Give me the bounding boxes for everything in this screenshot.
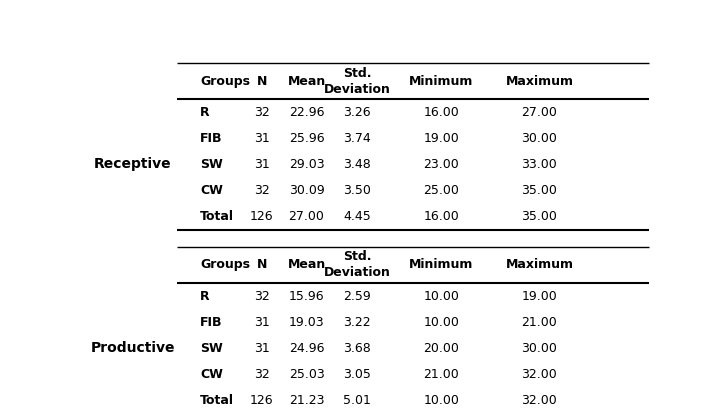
Text: 21.00: 21.00 bbox=[424, 368, 459, 381]
Text: 15.96: 15.96 bbox=[289, 290, 324, 303]
Text: FIB: FIB bbox=[200, 132, 222, 145]
Text: Productive: Productive bbox=[90, 341, 174, 355]
Text: R: R bbox=[200, 106, 209, 119]
Text: 3.50: 3.50 bbox=[343, 184, 371, 197]
Text: 4.45: 4.45 bbox=[343, 210, 371, 223]
Text: 33.00: 33.00 bbox=[521, 158, 557, 171]
Text: 3.05: 3.05 bbox=[343, 368, 371, 381]
Text: 35.00: 35.00 bbox=[521, 210, 557, 223]
Text: FIB: FIB bbox=[200, 316, 222, 328]
Text: SW: SW bbox=[200, 158, 223, 171]
Text: 5.01: 5.01 bbox=[343, 394, 371, 407]
Text: 19.00: 19.00 bbox=[521, 290, 557, 303]
Text: Mean: Mean bbox=[287, 75, 326, 88]
Text: 21.23: 21.23 bbox=[289, 394, 324, 407]
Text: Std.
Deviation: Std. Deviation bbox=[324, 67, 390, 95]
Text: 30.00: 30.00 bbox=[521, 341, 557, 355]
Text: 21.00: 21.00 bbox=[521, 316, 557, 328]
Text: 23.00: 23.00 bbox=[424, 158, 459, 171]
Text: 25.00: 25.00 bbox=[424, 184, 459, 197]
Text: 2.59: 2.59 bbox=[343, 290, 371, 303]
Text: 126: 126 bbox=[250, 210, 274, 223]
Text: 35.00: 35.00 bbox=[521, 184, 557, 197]
Text: Receptive: Receptive bbox=[94, 157, 172, 171]
Text: 3.48: 3.48 bbox=[343, 158, 371, 171]
Text: 31: 31 bbox=[253, 158, 269, 171]
Text: 25.96: 25.96 bbox=[289, 132, 324, 145]
Text: 22.96: 22.96 bbox=[289, 106, 324, 119]
Text: 19.00: 19.00 bbox=[424, 132, 459, 145]
Text: 3.26: 3.26 bbox=[343, 106, 371, 119]
Text: Groups: Groups bbox=[200, 258, 250, 271]
Text: 126: 126 bbox=[250, 394, 274, 407]
Text: 27.00: 27.00 bbox=[289, 210, 324, 223]
Text: R: R bbox=[200, 290, 209, 303]
Text: 3.74: 3.74 bbox=[343, 132, 371, 145]
Text: 16.00: 16.00 bbox=[424, 210, 459, 223]
Text: 30.00: 30.00 bbox=[521, 132, 557, 145]
Text: 10.00: 10.00 bbox=[424, 394, 459, 407]
Text: 20.00: 20.00 bbox=[424, 341, 459, 355]
Text: 30.09: 30.09 bbox=[289, 184, 324, 197]
Text: 32: 32 bbox=[253, 368, 269, 381]
Text: 3.68: 3.68 bbox=[343, 341, 371, 355]
Text: Total: Total bbox=[200, 394, 234, 407]
Text: Minimum: Minimum bbox=[409, 75, 473, 88]
Text: 32: 32 bbox=[253, 106, 269, 119]
Text: 19.03: 19.03 bbox=[289, 316, 324, 328]
Text: 32: 32 bbox=[253, 184, 269, 197]
Text: 3.22: 3.22 bbox=[343, 316, 371, 328]
Text: 31: 31 bbox=[253, 132, 269, 145]
Text: 32.00: 32.00 bbox=[521, 368, 557, 381]
Text: 32.00: 32.00 bbox=[521, 394, 557, 407]
Text: 24.96: 24.96 bbox=[289, 341, 324, 355]
Text: Minimum: Minimum bbox=[409, 258, 473, 271]
Text: N: N bbox=[256, 258, 267, 271]
Text: Total: Total bbox=[200, 210, 234, 223]
Text: SW: SW bbox=[200, 341, 223, 355]
Text: CW: CW bbox=[200, 184, 223, 197]
Text: 10.00: 10.00 bbox=[424, 290, 459, 303]
Text: 16.00: 16.00 bbox=[424, 106, 459, 119]
Text: 25.03: 25.03 bbox=[289, 368, 324, 381]
Text: CW: CW bbox=[200, 368, 223, 381]
Text: 27.00: 27.00 bbox=[521, 106, 557, 119]
Text: 31: 31 bbox=[253, 341, 269, 355]
Text: N: N bbox=[256, 75, 267, 88]
Text: Groups: Groups bbox=[200, 75, 250, 88]
Text: 32: 32 bbox=[253, 290, 269, 303]
Text: 29.03: 29.03 bbox=[289, 158, 324, 171]
Text: 10.00: 10.00 bbox=[424, 316, 459, 328]
Text: 31: 31 bbox=[253, 316, 269, 328]
Text: Maximum: Maximum bbox=[505, 258, 573, 271]
Text: Std.
Deviation: Std. Deviation bbox=[324, 251, 390, 279]
Text: Mean: Mean bbox=[287, 258, 326, 271]
Text: Maximum: Maximum bbox=[505, 75, 573, 88]
